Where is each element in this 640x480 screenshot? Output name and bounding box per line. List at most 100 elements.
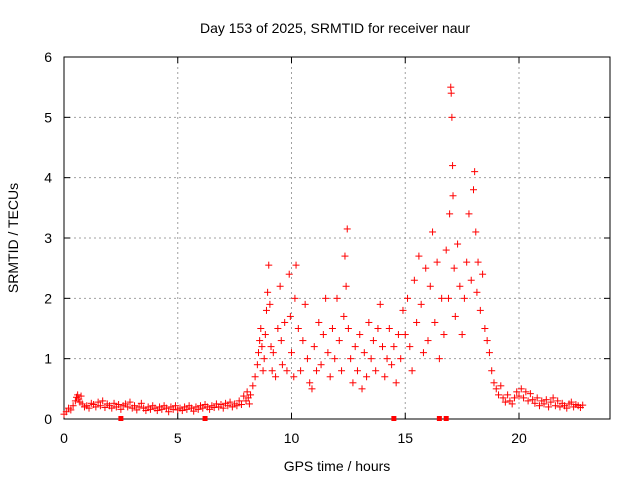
data-point bbox=[520, 394, 528, 402]
data-point bbox=[449, 162, 457, 170]
data-point bbox=[233, 402, 241, 410]
data-point bbox=[501, 398, 509, 406]
data-point bbox=[410, 276, 418, 284]
data-point bbox=[579, 401, 587, 409]
data-point bbox=[110, 399, 118, 407]
data-point bbox=[401, 331, 409, 339]
data-point bbox=[353, 367, 361, 375]
data-point bbox=[499, 394, 507, 402]
data-point bbox=[540, 400, 548, 408]
data-point bbox=[158, 405, 166, 413]
data-point bbox=[77, 392, 85, 400]
grid-lines bbox=[64, 57, 610, 419]
data-point bbox=[322, 294, 330, 302]
data-point bbox=[199, 404, 207, 412]
data-point bbox=[69, 402, 77, 410]
data-point bbox=[456, 282, 464, 290]
data-point bbox=[324, 349, 332, 357]
data-point bbox=[162, 404, 170, 412]
data-point bbox=[317, 361, 325, 369]
floor-point bbox=[202, 416, 208, 421]
floor-point bbox=[391, 416, 397, 421]
data-point bbox=[315, 318, 323, 326]
data-point bbox=[194, 405, 202, 413]
data-point bbox=[260, 355, 268, 363]
data-point bbox=[285, 270, 293, 278]
data-point bbox=[253, 361, 261, 369]
data-point bbox=[94, 398, 102, 406]
data-point bbox=[474, 258, 482, 266]
data-point bbox=[62, 408, 70, 416]
data-point bbox=[545, 403, 553, 411]
data-point bbox=[376, 300, 384, 308]
data-point bbox=[369, 337, 377, 345]
data-point bbox=[210, 404, 218, 412]
data-point bbox=[458, 331, 466, 339]
data-point bbox=[485, 349, 493, 357]
data-point bbox=[258, 343, 266, 351]
data-point bbox=[483, 337, 491, 345]
data-point bbox=[261, 331, 269, 339]
data-point bbox=[267, 343, 275, 351]
data-point bbox=[508, 400, 516, 408]
data-point bbox=[454, 240, 462, 248]
data-point bbox=[394, 331, 402, 339]
x-tick-label: 15 bbox=[397, 430, 413, 446]
data-point bbox=[146, 405, 154, 413]
data-point bbox=[190, 407, 198, 415]
data-point bbox=[490, 379, 498, 387]
data-point bbox=[266, 300, 274, 308]
data-point bbox=[467, 276, 475, 284]
data-point bbox=[306, 379, 314, 387]
data-point bbox=[247, 391, 255, 399]
data-point bbox=[319, 331, 327, 339]
data-point bbox=[206, 405, 214, 413]
data-point bbox=[360, 349, 368, 357]
data-point bbox=[379, 343, 386, 351]
data-point bbox=[178, 407, 186, 415]
data-point bbox=[563, 404, 571, 412]
data-point bbox=[419, 349, 427, 357]
y-tick-labels: 0 1 2 3 4 5 6 bbox=[44, 49, 52, 427]
data-point bbox=[235, 397, 243, 405]
data-point bbox=[397, 355, 405, 363]
data-point bbox=[473, 288, 481, 296]
data-point bbox=[513, 388, 521, 396]
data-point bbox=[438, 294, 446, 302]
data-point bbox=[294, 325, 302, 332]
data-point bbox=[74, 391, 82, 399]
data-point bbox=[567, 398, 575, 406]
data-point bbox=[413, 318, 421, 326]
data-point bbox=[547, 398, 555, 406]
axis-ticks bbox=[63, 56, 610, 420]
y-tick-label: 4 bbox=[44, 170, 52, 186]
data-point bbox=[297, 367, 305, 375]
y-tick-label: 1 bbox=[44, 351, 52, 367]
data-point bbox=[363, 373, 371, 381]
data-point bbox=[531, 399, 539, 407]
data-point bbox=[388, 361, 396, 369]
data-point bbox=[522, 388, 530, 396]
data-point bbox=[249, 382, 257, 390]
data-point bbox=[245, 400, 253, 408]
data-point bbox=[542, 396, 550, 404]
data-point bbox=[338, 367, 346, 375]
data-point bbox=[392, 379, 400, 387]
data-point bbox=[301, 300, 309, 308]
data-point bbox=[299, 337, 307, 345]
data-point bbox=[381, 373, 389, 381]
data-point bbox=[535, 402, 543, 410]
data-point bbox=[524, 397, 532, 405]
data-point bbox=[108, 404, 116, 412]
data-point bbox=[448, 113, 456, 121]
data-point bbox=[283, 367, 291, 375]
data-point bbox=[365, 318, 373, 326]
data-point bbox=[342, 282, 350, 290]
y-tick-label: 0 bbox=[44, 411, 52, 427]
data-point bbox=[71, 397, 79, 405]
data-point bbox=[372, 367, 380, 375]
data-point bbox=[291, 294, 299, 302]
data-points bbox=[60, 83, 587, 421]
data-point bbox=[286, 312, 294, 320]
